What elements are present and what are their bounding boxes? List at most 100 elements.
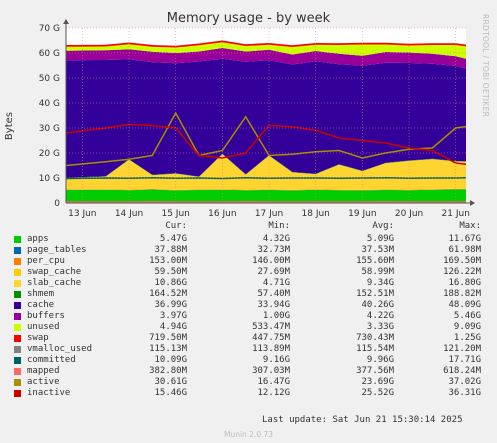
legend-value-max: 48.09G <box>448 300 481 310</box>
x-tick-label: 21 Jun <box>442 209 470 219</box>
legend-value-max: 9.09G <box>453 322 481 332</box>
legend-swatch <box>14 335 21 342</box>
legend-swatch <box>14 258 21 265</box>
area-apps <box>66 189 466 203</box>
legend-swatch <box>14 324 21 331</box>
legend-value-max: 37.02G <box>448 377 481 387</box>
legend-value-cur: 59.50M <box>154 267 187 277</box>
legend-value-avg: 37.53M <box>361 245 394 255</box>
legend-value-avg: 377.56M <box>356 366 394 376</box>
area-per_cpu <box>66 188 466 191</box>
legend-value-avg: 9.96G <box>366 355 394 365</box>
legend-value-min: 307.03M <box>252 366 290 376</box>
legend-label: slab_cache <box>27 278 82 288</box>
area-swap <box>66 40 466 48</box>
legend-value-cur: 382.80M <box>149 366 187 376</box>
legend-swatch <box>14 302 21 309</box>
legend-value-min: 32.73M <box>257 245 290 255</box>
legend-swatch <box>14 291 21 298</box>
legend-value-cur: 3.97G <box>159 311 187 321</box>
legend-value-avg: 9.34G <box>366 278 394 288</box>
legend-value-min: 533.47M <box>252 322 290 332</box>
legend-swatch <box>14 280 21 287</box>
legend-swatch <box>14 236 21 243</box>
y-tick-label: 30 G <box>39 124 60 134</box>
legend-swatch <box>14 346 21 353</box>
area-cache <box>66 58 466 178</box>
legend-label: page_tables <box>27 245 87 255</box>
x-tick-label: 18 Jun <box>302 209 330 219</box>
legend-value-min: 16.47G <box>257 377 290 387</box>
x-axis-arrow <box>470 200 475 206</box>
x-tick-label: 20 Jun <box>395 209 423 219</box>
y-tick-label: 0 <box>54 199 60 209</box>
line-inactive <box>65 123 467 166</box>
legend-value-min: 12.12G <box>257 388 290 398</box>
legend-value-cur: 153.00M <box>149 256 187 266</box>
legend-value-cur: 10.09G <box>154 355 187 365</box>
legend-value-cur: 115.13M <box>149 344 187 354</box>
x-tick-label: 19 Jun <box>348 209 376 219</box>
legend-label: per_cpu <box>27 256 65 266</box>
y-axis-arrow <box>63 19 69 24</box>
legend-swatch <box>14 357 21 364</box>
legend-value-max: 5.46G <box>453 311 481 321</box>
y-tick-label: 60 G <box>39 49 60 59</box>
legend-value-avg: 3.33G <box>366 322 394 332</box>
chart-title: Memory usage - by week <box>166 11 331 26</box>
legend-value-avg: 152.51M <box>356 289 394 299</box>
legend-value-avg: 25.52G <box>361 388 394 398</box>
legend-value-max: 1.25G <box>453 333 481 343</box>
legend-swatch <box>14 390 21 397</box>
legend-label: vmalloc_used <box>27 344 93 354</box>
legend-value-cur: 10.86G <box>154 278 187 288</box>
legend-value-cur: 36.99G <box>154 300 187 310</box>
legend-value-cur: 37.88M <box>154 245 187 255</box>
legend-value-cur: 5.47G <box>159 234 187 244</box>
legend-label: swap <box>27 333 49 343</box>
legend-value-max: 17.71G <box>448 355 481 365</box>
legend-header-cur: Cur: <box>165 221 187 231</box>
legend-value-avg: 58.99M <box>361 267 394 277</box>
legend-value-max: 121.20M <box>443 344 481 354</box>
y-tick-label: 50 G <box>39 74 60 84</box>
munin-version: Munin 2.0.73 <box>223 430 274 439</box>
legend-value-min: 1.00G <box>262 311 290 321</box>
legend-label: committed <box>27 355 76 365</box>
y-tick-label: 40 G <box>39 99 60 109</box>
legend-swatch <box>14 379 21 386</box>
last-update: Last update: Sat Jun 21 15:30:14 2025 <box>262 415 463 425</box>
legend-value-max: 618.24M <box>443 366 481 376</box>
y-tick-label: 70 G <box>39 24 60 34</box>
legend-label: unused <box>27 322 60 332</box>
x-tick-label: 15 Jun <box>161 209 189 219</box>
legend-label: apps <box>27 234 49 244</box>
legend-value-avg: 23.69G <box>361 377 394 387</box>
legend-value-avg: 4.22G <box>366 311 394 321</box>
y-tick-label: 20 G <box>39 149 60 159</box>
area-unused <box>66 42 466 59</box>
legend-value-avg: 730.43M <box>356 333 394 343</box>
legend-value-max: 36.31G <box>448 388 481 398</box>
legend-swatch <box>14 368 21 375</box>
legend-header-min: Min: <box>268 221 290 231</box>
legend-header-max: Max: <box>459 221 481 231</box>
legend-value-min: 9.16G <box>262 355 290 365</box>
legend-swatch <box>14 313 21 320</box>
legend-value-max: 126.22M <box>443 267 481 277</box>
legend-label: active <box>27 377 60 387</box>
x-tick-label: 17 Jun <box>255 209 283 219</box>
legend-value-max: 16.80G <box>448 278 481 288</box>
area-slab_cache <box>66 154 466 190</box>
legend-value-cur: 719.50M <box>149 333 187 343</box>
legend-label: cache <box>27 300 55 310</box>
x-tick-label: 16 Jun <box>208 209 236 219</box>
legend-value-cur: 30.61G <box>154 377 187 387</box>
legend-label: swap_cache <box>27 267 82 277</box>
legend-label: mapped <box>27 366 60 376</box>
legend-label: inactive <box>27 388 71 398</box>
legend-swatch <box>14 247 21 254</box>
legend-value-min: 27.69M <box>257 267 290 277</box>
legend-value-min: 4.32G <box>262 234 290 244</box>
legend-value-min: 447.75M <box>252 333 290 343</box>
